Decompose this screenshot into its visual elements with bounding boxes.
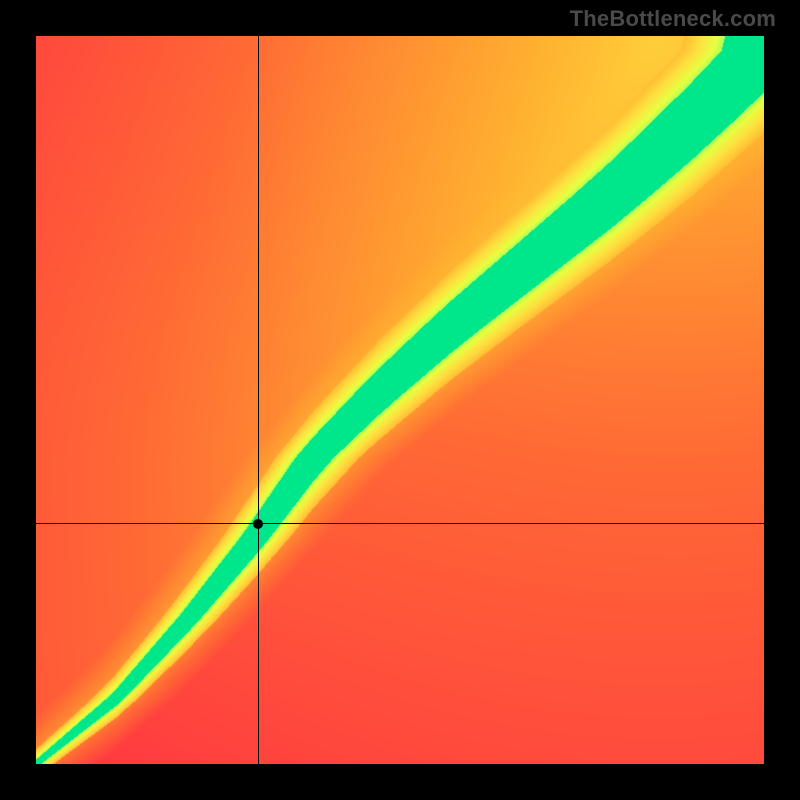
watermark-text: TheBottleneck.com <box>570 6 776 32</box>
heatmap-plot <box>36 36 764 764</box>
marker-dot <box>253 519 263 529</box>
crosshair-vertical <box>258 36 259 764</box>
crosshair-horizontal <box>36 523 764 524</box>
heatmap-canvas <box>36 36 764 764</box>
